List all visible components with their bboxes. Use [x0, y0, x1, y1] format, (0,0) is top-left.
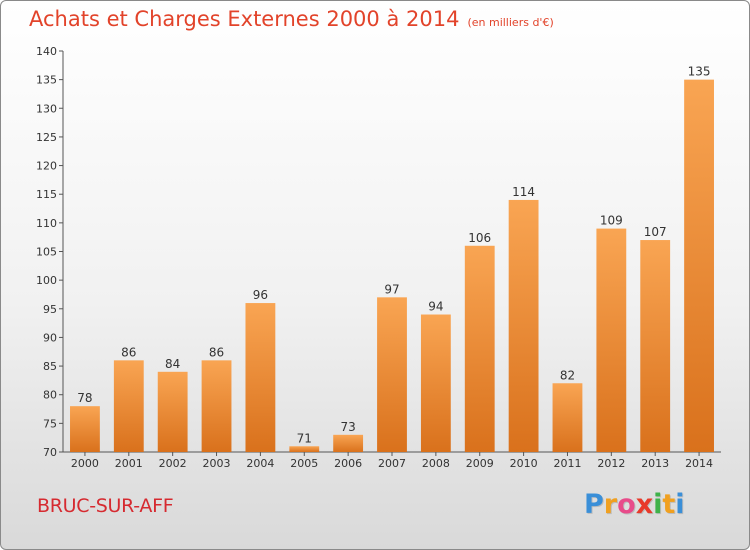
- x-tick-label: 2002: [159, 457, 187, 470]
- x-tick-label: 2000: [71, 457, 99, 470]
- logo-letter: i: [653, 489, 663, 520]
- logo-letter: P: [584, 489, 604, 520]
- data-label-2008: 94: [428, 300, 443, 314]
- y-tick-label: 130: [36, 102, 57, 115]
- data-label-2014: 135: [688, 65, 711, 79]
- bar-2005: [289, 446, 320, 452]
- y-tick-label: 75: [43, 417, 57, 430]
- logo-letter: o: [617, 489, 636, 520]
- y-tick-label: 95: [43, 303, 57, 316]
- bar-2014: [684, 79, 714, 453]
- y-tick-label: 100: [36, 274, 57, 287]
- data-label-2009: 106: [468, 231, 491, 245]
- y-tick-label: 110: [36, 217, 57, 230]
- data-label-2002: 84: [165, 357, 180, 371]
- chart-title: Achats et Charges Externes 2000 à 2014 (e…: [29, 7, 554, 31]
- y-tick-label: 105: [36, 246, 57, 259]
- y-tick-label: 120: [36, 160, 57, 173]
- data-label-2012: 109: [600, 214, 623, 228]
- proxiti-logo: Proxiti: [584, 489, 685, 520]
- bar-2008: [420, 314, 451, 452]
- data-label-2010: 114: [512, 185, 535, 199]
- x-tick-label: 2007: [378, 457, 406, 470]
- x-tick-label: 2005: [290, 457, 318, 470]
- bar-2001: [113, 360, 144, 452]
- bar-2000: [70, 406, 100, 452]
- data-label-2000: 78: [77, 391, 92, 405]
- data-label-2004: 96: [253, 288, 268, 302]
- axes: 70 75 80 85 90 95 100 105 110 115 120 125 130 135 140 2…: [36, 45, 721, 470]
- y-tick-label: 125: [36, 131, 57, 144]
- data-label-2003: 86: [209, 345, 224, 359]
- x-tick-label: 2001: [115, 457, 143, 470]
- y-tick-label: 80: [43, 389, 57, 402]
- bar-2011: [552, 383, 583, 452]
- x-tick-label: 2011: [553, 457, 581, 470]
- logo-letter: i: [675, 489, 685, 520]
- bar-2010: [508, 199, 539, 452]
- data-label-2005: 71: [297, 431, 312, 445]
- y-tick-label: 115: [36, 188, 57, 201]
- bar-2006: [333, 434, 364, 452]
- x-tick-label: 2008: [422, 457, 450, 470]
- x-tick-label: 2006: [334, 457, 362, 470]
- logo-letter: x: [635, 489, 654, 520]
- x-tick-label: 2012: [597, 457, 625, 470]
- bar-2013: [640, 240, 671, 452]
- bar-2004: [245, 303, 276, 452]
- y-tick-label: 140: [36, 45, 57, 58]
- data-label-2013: 107: [644, 225, 667, 239]
- data-label-2006: 73: [340, 420, 355, 434]
- bar-2007: [377, 297, 407, 452]
- x-tick-label: 2013: [641, 457, 669, 470]
- bars: 78 86 84 86 96 71 73 97 94 106 114 82 109 107 135: [70, 65, 714, 453]
- commune-label: BRUC-SUR-AFF: [37, 495, 174, 517]
- y-tick-label: 70: [43, 446, 57, 459]
- x-tick-label: 2009: [466, 457, 494, 470]
- data-label-2001: 86: [121, 345, 136, 359]
- chart-subtitle: (en milliers d'€): [467, 16, 554, 29]
- x-tick-label: 2014: [685, 457, 713, 470]
- bar-2012: [596, 228, 627, 452]
- bar-2009: [464, 245, 495, 452]
- data-label-2007: 97: [384, 282, 399, 296]
- x-tick-label: 2003: [203, 457, 231, 470]
- y-tick-label: 135: [36, 74, 57, 87]
- bar-2002: [157, 371, 188, 452]
- logo-letter: t: [662, 489, 676, 520]
- y-tick-label: 85: [43, 360, 57, 373]
- logo-letter: r: [603, 489, 618, 520]
- x-tick-label: 2010: [510, 457, 538, 470]
- y-tick-label: 90: [43, 331, 57, 344]
- chart-title-text: Achats et Charges Externes 2000 à 2014: [29, 7, 460, 31]
- data-label-2011: 82: [560, 368, 575, 382]
- x-tick-label: 2004: [246, 457, 274, 470]
- bar-2003: [201, 360, 232, 452]
